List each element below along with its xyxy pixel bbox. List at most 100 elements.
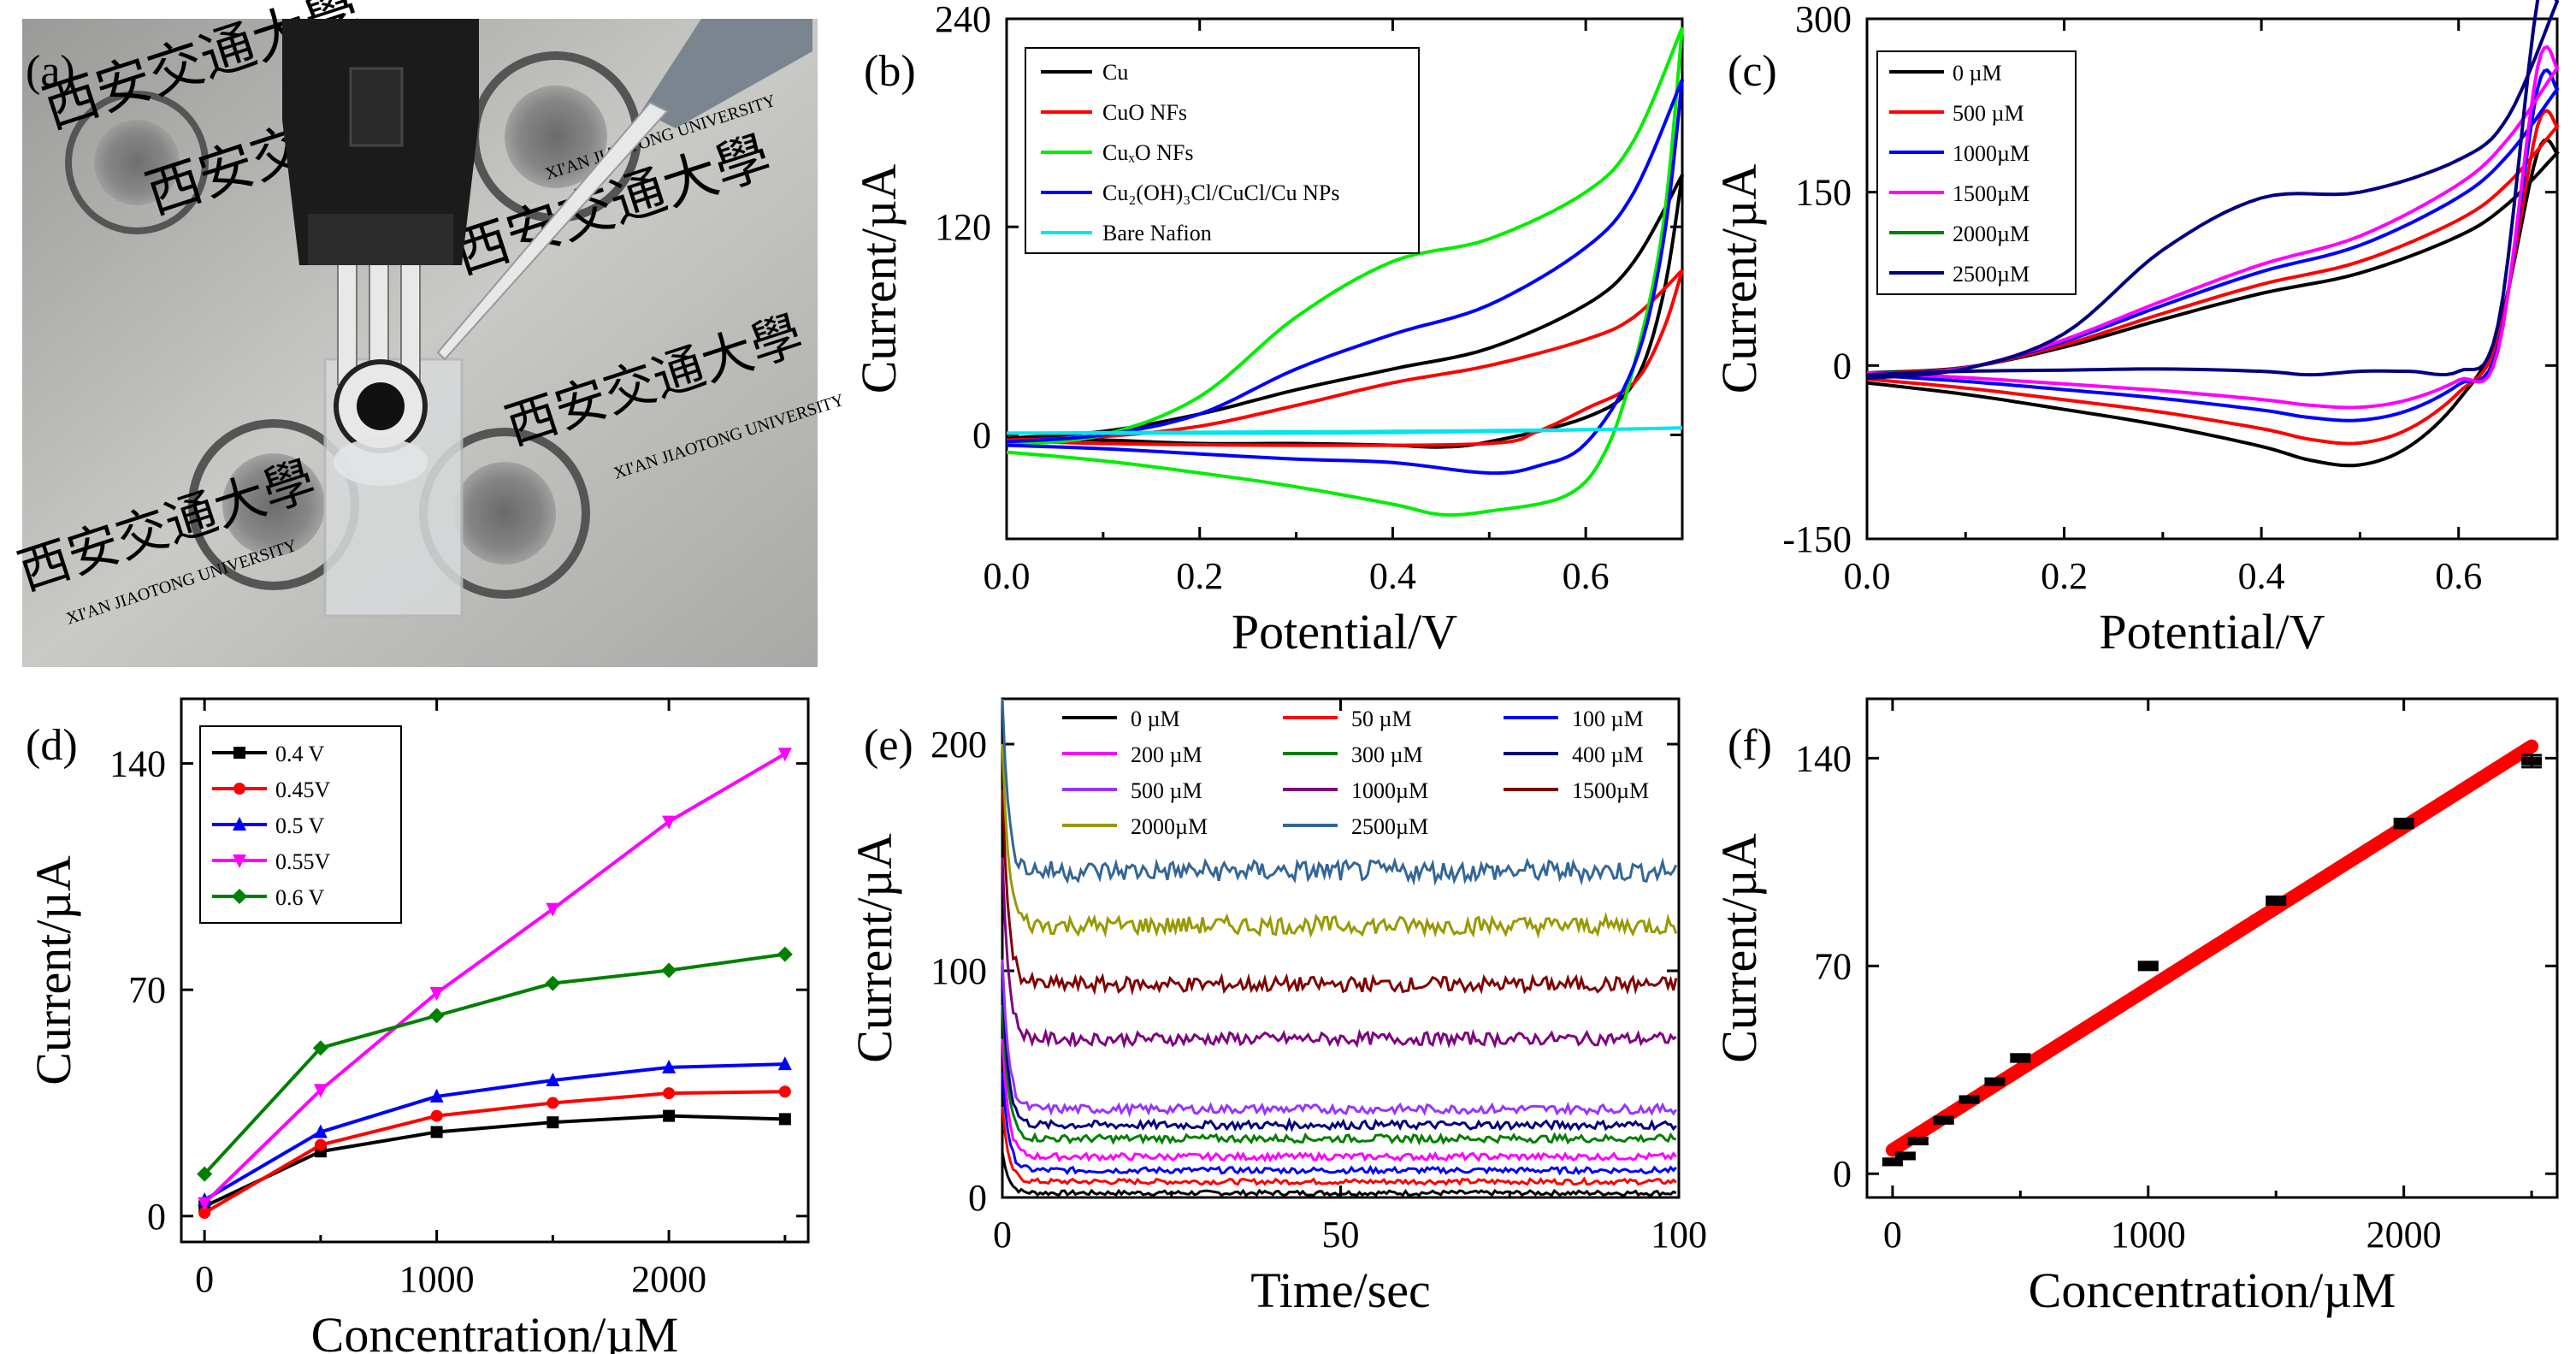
y-axis-label: Current/µA [26,855,81,1085]
chart-f: 0 1000 2000 0 70 140 Concentration/µM Current/µ… [1711,697,2559,1318]
x-tick-label: 0.4 [2238,555,2285,597]
data-point [546,1073,560,1087]
cv-curve [1006,426,1683,435]
usb-logo [349,67,404,147]
data-point [663,1087,676,1100]
y-tick-label: 0 [972,414,991,456]
data-point [430,1109,443,1122]
panel-label-c: (c) [1728,47,1777,96]
seal-emblem [65,91,209,234]
data-point [429,1088,444,1103]
series-line [204,1090,785,1215]
x-tick-label: 0.2 [1176,555,1223,597]
legend-label: 200 µM [1131,742,1202,767]
y-tick-label: 150 [1795,172,1852,214]
data-point [1882,1157,1903,1167]
current-trace [1001,857,1677,1049]
legend-label: Cu [1102,60,1128,85]
cv-curve [1006,79,1684,476]
x-tick-label: 1000 [2111,1214,2186,1256]
x-axis-label: Potential/V [2099,604,2325,659]
cv-curve [1006,269,1684,447]
chart-c: 0.0 0.2 0.4 0.6 -150 0 150 300 Potential/V Curren… [1711,0,2560,659]
panel-label-d: (d) [26,721,78,770]
current-trace [1001,1004,1677,1146]
series-line [204,1062,785,1202]
x-tick-label: 0.6 [1563,555,1610,597]
y-tick-label: 140 [1795,737,1852,779]
current-trace [1001,743,1678,939]
data-point [662,815,676,830]
data-point [312,1040,328,1056]
data-point [198,1206,211,1219]
legend-label: 50 µM [1351,707,1412,731]
data-point [233,783,245,795]
data-point [547,1116,559,1129]
cv-curve [1006,27,1684,517]
data-point [2521,756,2543,766]
current-trace [1001,1038,1677,1163]
data-point [313,1124,328,1138]
y-tick-label: 0 [968,1177,987,1219]
plot-frame [1865,17,2559,541]
legend-label: 2500µM [1351,814,1428,839]
legend-label: 2500µM [1953,262,2029,287]
y-tick-label: 140 [109,743,166,785]
x-tick-label: 100 [1651,1214,1707,1256]
y-axis-label: Current/µA [851,164,907,394]
legend-label: 400 µM [1572,742,1644,767]
seal-emblem [94,120,180,205]
y-axis-label: Current/µA [1711,833,1767,1063]
panel-label-f: (f) [1728,721,1772,770]
panel-label-b: (b) [864,47,916,96]
legend: 0 µM 50 µM 100 µM 200 µM 300 µM 400 µM 500 µM 1… [1062,707,1649,839]
data-point [546,902,560,917]
legend-label: 1500µM [1572,778,1649,803]
data-point [233,854,246,868]
y-tick-label: 300 [1795,0,1852,40]
panel-label-e: (e) [864,721,913,770]
legend-label: 0.4 V [275,742,325,766]
x-tick-label: 0 [1883,1214,1902,1256]
legend-label: CuO NFs [1102,100,1187,125]
data-point [663,1109,676,1122]
current-trace [1001,1151,1677,1197]
data-point [2010,1053,2031,1062]
usb-connector [308,214,453,265]
plot-frame [1865,697,2559,1199]
legend-label: 500 µM [1131,778,1202,803]
y-tick-label: 0 [147,1196,166,1238]
current-trace [1001,698,1678,886]
series-line [203,952,786,1175]
data-point [661,962,677,979]
legend-label: 0.6 V [275,885,325,910]
cv-curve [1006,174,1684,449]
seal-emblem [222,453,325,556]
data-point [429,986,444,1001]
data-point [547,1097,559,1109]
legend-label: 500 µM [1953,101,2024,126]
data-point [428,1008,445,1024]
current-trace [1001,1106,1677,1186]
data-point [777,748,792,762]
data-point [198,1197,212,1211]
series-line [204,1114,785,1209]
data-point [1933,1115,1954,1125]
plot-frame [1005,17,1684,541]
x-tick-label: 0 [195,1258,214,1300]
data-point [662,1059,676,1073]
legend: 0 µM 500 µM 1000µM 1500µM 2000µM 2500µM [1876,50,2077,295]
y-tick-label: 70 [1814,945,1852,987]
working-electrode [357,382,405,430]
data-point [778,1085,791,1098]
chart-b: 0.0 0.2 0.4 0.6 0 120 240 Potential/V Current/µA… [851,0,1684,659]
x-axis-label: Time/sec [1250,1262,1431,1318]
droplet [334,438,428,486]
data-point [1984,1077,2006,1086]
seal-emblem [453,462,556,565]
data-point [778,1113,791,1126]
data-point [233,747,245,759]
legend-label: CuₓO NFs [1102,140,1194,165]
x-tick-label: 50 [1322,1214,1360,1256]
y-tick-label: 70 [128,969,166,1011]
